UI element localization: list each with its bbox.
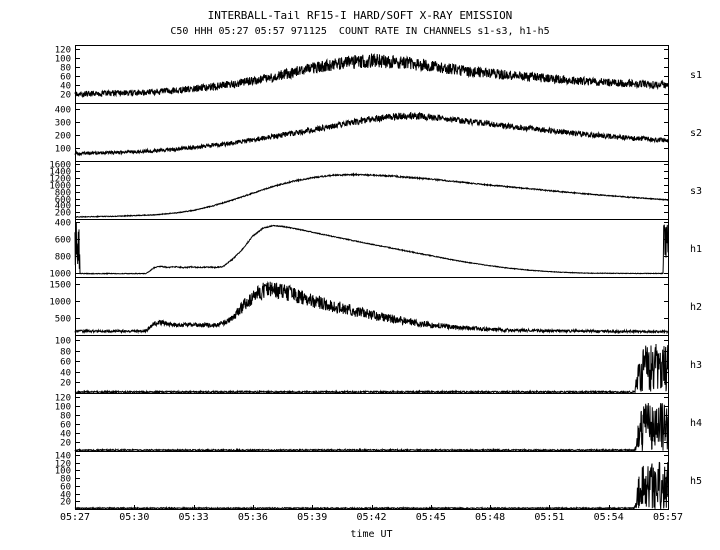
y-tick-label: 1000 xyxy=(49,182,71,192)
series-s2 xyxy=(74,111,669,157)
channel-label-h1: h1 xyxy=(690,244,702,255)
y-tick-label: 120 xyxy=(55,46,71,56)
y-tick-label: 20 xyxy=(60,379,71,389)
y-tick-label: 200 xyxy=(55,132,71,142)
y-tick-label: 100 xyxy=(55,467,71,477)
y-tick-label: 40 xyxy=(60,491,71,501)
y-tick-label: 20 xyxy=(60,498,71,508)
plot-title: INTERBALL-Tail RF15-I HARD/SOFT X-RAY EM… xyxy=(207,9,513,22)
series-h3 xyxy=(74,343,669,394)
x-tick-label: 05:48 xyxy=(475,512,506,523)
channel-label-h4: h4 xyxy=(690,418,702,429)
y-tick-label: 500 xyxy=(55,315,71,325)
y-tick-label: 300 xyxy=(55,119,71,129)
x-tick-label: 05:45 xyxy=(415,512,446,523)
y-tick-label: 400 xyxy=(55,202,71,212)
y-tick-label: 100 xyxy=(55,337,71,347)
y-tick-label: 1600 xyxy=(49,161,71,171)
y-tick-label: 120 xyxy=(55,460,71,470)
y-tick-label: 1000 xyxy=(49,270,71,279)
y-tick-label: 1400 xyxy=(49,168,71,178)
x-axis-tick-labels: 05:27 05:30 05:33 05:36 05:39 05:42 05:45 05:48… xyxy=(0,512,720,526)
channel-label-s3: s3 xyxy=(690,186,702,197)
y-tick-label: 600 xyxy=(55,236,71,246)
y-tick-label: 20 xyxy=(60,439,71,449)
x-tick-label: 05:27 xyxy=(59,512,91,523)
y-tick-label: 1500 xyxy=(49,281,71,291)
y-tick-label: 40 xyxy=(60,369,71,379)
y-tick-label: 100 xyxy=(55,55,71,65)
x-tick-label: 05:42 xyxy=(356,512,387,523)
series-h5 xyxy=(74,461,669,510)
y-tick-label: 60 xyxy=(60,358,71,368)
series-h2 xyxy=(74,280,669,335)
panel-s2: 100 200 300 400 s2 xyxy=(55,103,702,162)
y-tick-label: 80 xyxy=(60,475,71,485)
y-tick-label: 120 xyxy=(55,394,71,404)
x-tick-label: 05:30 xyxy=(119,512,150,523)
panel-h2: 500 1000 1500 h2 xyxy=(49,277,702,336)
x-tick-label: 05:39 xyxy=(297,512,328,523)
y-tick-label: 60 xyxy=(60,483,71,493)
y-tick-label: 1200 xyxy=(49,175,71,185)
y-tick-label: 60 xyxy=(60,421,71,431)
y-tick-label: 100 xyxy=(55,145,71,155)
channel-label-h3: h3 xyxy=(690,360,702,371)
x-tick-label: 05:51 xyxy=(534,512,565,523)
y-tick-label: 60 xyxy=(60,73,71,83)
x-tick-label: 05:33 xyxy=(178,512,209,523)
y-tick-label: 20 xyxy=(60,91,71,101)
y-tick-label: 600 xyxy=(55,196,71,206)
channel-label-h5: h5 xyxy=(690,476,702,487)
panel-h1: 400 600 800 1000 h1 xyxy=(49,219,702,279)
y-tick-label: 80 xyxy=(60,412,71,422)
y-tick-label: 1000 xyxy=(49,298,71,308)
y-tick-label: 400 xyxy=(55,219,71,229)
y-tick-label: 80 xyxy=(60,348,71,358)
series-s1 xyxy=(74,53,669,99)
x-tick-label: 05:54 xyxy=(593,512,624,523)
channel-label-h2: h2 xyxy=(690,302,702,313)
channel-label-s1: s1 xyxy=(690,70,702,81)
y-tick-label: 140 xyxy=(55,452,71,462)
y-tick-label: 100 xyxy=(55,403,71,413)
y-tick-label: 400 xyxy=(55,106,71,116)
y-tick-label: 80 xyxy=(60,64,71,74)
channel-label-s2: s2 xyxy=(690,128,702,139)
y-tick-label: 800 xyxy=(55,253,71,263)
plot-subtitle: C50 HHH 05:27 05:57 971125 COUNT RATE IN… xyxy=(170,26,550,37)
series-h4 xyxy=(74,402,669,452)
y-tick-label: 200 xyxy=(55,209,71,219)
series-h1 xyxy=(74,222,669,275)
x-tick-label: 05:57 xyxy=(652,512,684,523)
x-tick-label: 05:36 xyxy=(237,512,268,523)
x-axis-title: time UT xyxy=(350,529,393,540)
series-s3 xyxy=(74,172,668,219)
y-tick-label: 800 xyxy=(55,189,71,199)
y-tick-label: 40 xyxy=(60,82,71,92)
y-tick-label: 40 xyxy=(60,430,71,440)
